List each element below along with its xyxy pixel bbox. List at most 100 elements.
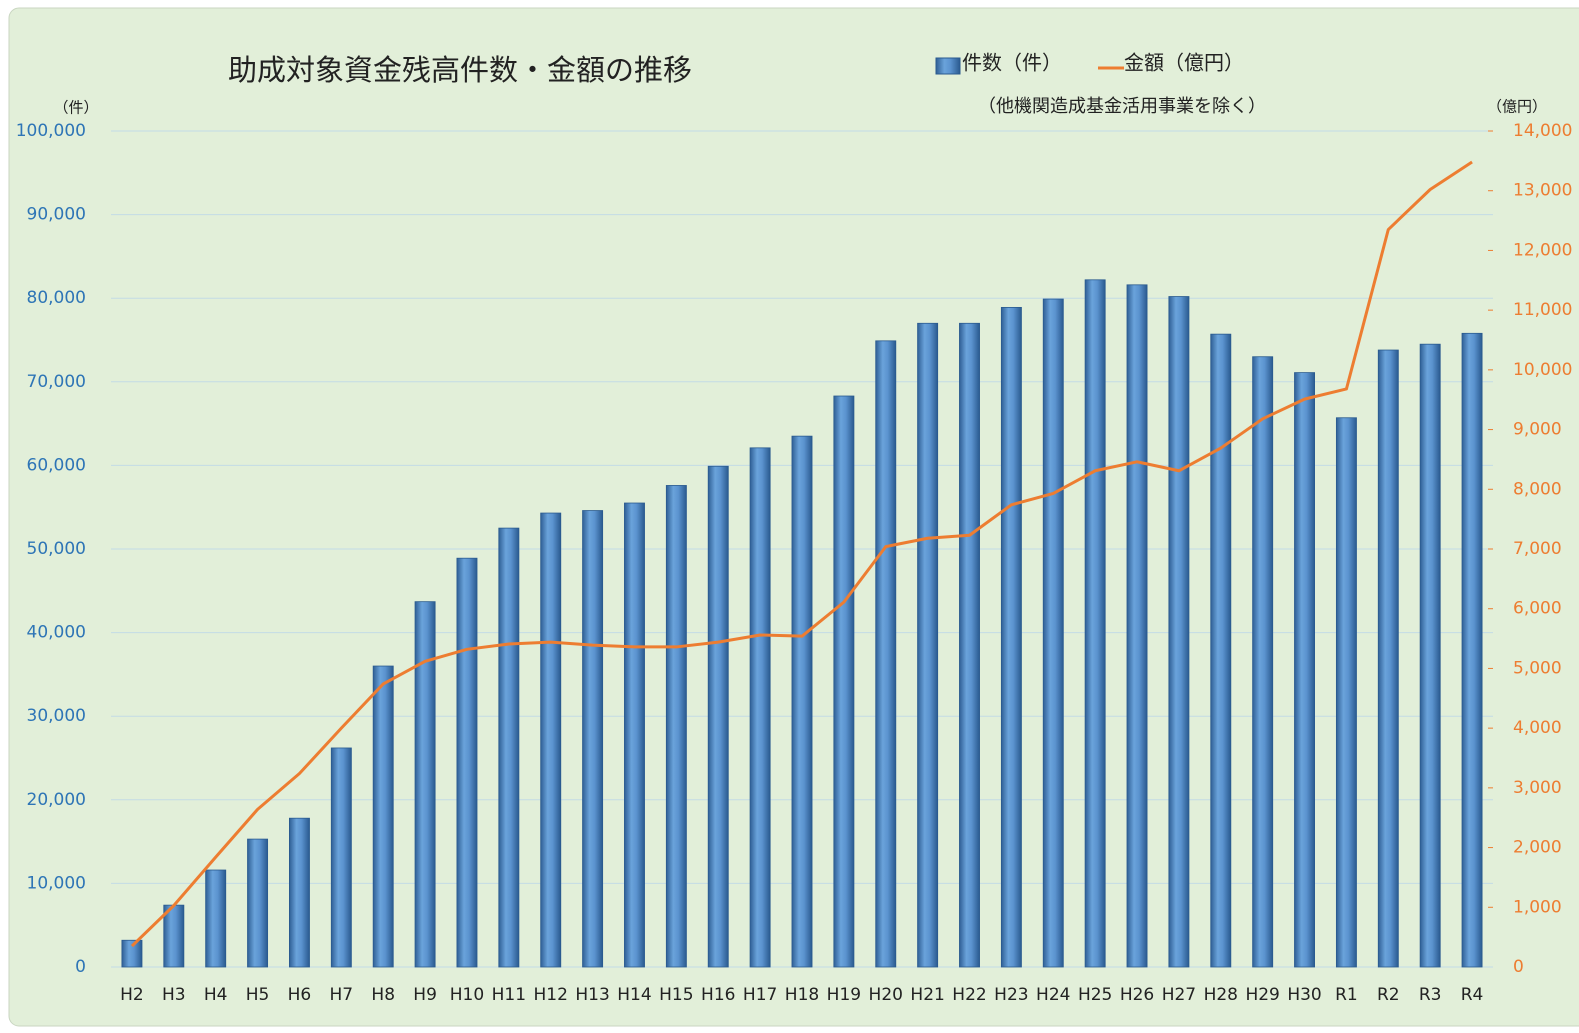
x-tick-label: H5 xyxy=(246,985,270,1005)
bar xyxy=(330,747,352,968)
y-tick-label: 30,000 xyxy=(27,706,86,726)
y2-tick-label: 9,000 xyxy=(1513,420,1562,440)
x-tick-label: H12 xyxy=(534,985,568,1005)
x-tick-label: H11 xyxy=(492,985,526,1005)
y2-tick-label: 2,000 xyxy=(1513,838,1562,858)
x-tick-label: H26 xyxy=(1120,985,1154,1005)
y-tick-label: 10,000 xyxy=(27,873,86,893)
bar xyxy=(1461,332,1483,968)
bar xyxy=(163,904,185,968)
y-tick-label: 50,000 xyxy=(27,539,86,559)
bar xyxy=(205,869,227,968)
y-tick-label: 20,000 xyxy=(27,790,86,810)
x-tick-label: H14 xyxy=(617,985,651,1005)
x-tick-label: H7 xyxy=(330,985,354,1005)
bar xyxy=(414,601,436,968)
y2-tick-label: 7,000 xyxy=(1513,539,1562,559)
y2-tick-label: 12,000 xyxy=(1513,240,1572,260)
bar xyxy=(372,665,394,968)
bar xyxy=(749,447,771,968)
x-tick-label: H17 xyxy=(743,985,777,1005)
y-tick-label: 0 xyxy=(75,957,86,977)
bar xyxy=(456,557,478,968)
bar xyxy=(1377,349,1399,968)
y-tick-label: 90,000 xyxy=(27,205,86,225)
chart-title: 助成対象資金残高件数・金額の推移 xyxy=(228,53,692,87)
x-tick-label: H20 xyxy=(869,985,903,1005)
y2-tick-label: 11,000 xyxy=(1513,300,1572,320)
x-tick-label: H22 xyxy=(952,985,986,1005)
legend-label: 金額（億円） xyxy=(1124,51,1244,75)
bar xyxy=(1419,343,1441,968)
bar xyxy=(665,485,687,968)
y2-tick-label: 1,000 xyxy=(1513,897,1562,917)
x-tick-label: H18 xyxy=(785,985,819,1005)
bar xyxy=(1294,372,1315,968)
x-tick-label: H16 xyxy=(701,985,735,1005)
x-tick-label: H4 xyxy=(204,985,228,1005)
chart-subtitle: （他機関造成基金活用事業を除く） xyxy=(978,96,1266,117)
legend-swatch xyxy=(935,57,961,75)
bar xyxy=(1335,417,1357,968)
x-tick-label: H21 xyxy=(910,985,944,1005)
bar xyxy=(1126,284,1148,968)
x-tick-label: H29 xyxy=(1245,985,1279,1005)
y2-axis-label: （億円） xyxy=(1487,98,1547,116)
bar xyxy=(791,435,813,968)
bar xyxy=(624,502,645,968)
y2-tick-label: 10,000 xyxy=(1513,360,1572,380)
y-tick-label: 40,000 xyxy=(27,623,86,643)
y-tick-label: 60,000 xyxy=(27,455,86,475)
x-tick-label: R2 xyxy=(1377,985,1400,1005)
y2-tick-label: 3,000 xyxy=(1513,778,1562,798)
y2-tick-label: 6,000 xyxy=(1513,599,1562,619)
bar xyxy=(498,527,520,968)
x-tick-label: H30 xyxy=(1287,985,1321,1005)
bar xyxy=(247,838,269,968)
bar xyxy=(959,322,980,968)
x-tick-label: R4 xyxy=(1461,985,1484,1005)
y2-tick-label: 0 xyxy=(1513,957,1524,977)
x-tick-label: H19 xyxy=(827,985,861,1005)
x-tick-label: H23 xyxy=(994,985,1028,1005)
x-tick-label: H15 xyxy=(659,985,693,1005)
y2-tick-label: 5,000 xyxy=(1513,658,1562,678)
x-tick-label: H25 xyxy=(1078,985,1112,1005)
x-tick-label: H8 xyxy=(371,985,395,1005)
bar xyxy=(1000,306,1022,968)
bar xyxy=(1168,296,1190,968)
line xyxy=(130,160,1473,948)
x-tick-label: H13 xyxy=(575,985,609,1005)
bar xyxy=(121,939,143,968)
bar xyxy=(707,465,729,968)
x-tick-label: H6 xyxy=(288,985,312,1005)
x-tick-label: R1 xyxy=(1335,985,1358,1005)
bar xyxy=(917,322,939,968)
bar xyxy=(1252,356,1274,968)
y-axis-label: （件） xyxy=(53,99,98,117)
bar xyxy=(540,512,562,968)
y2-tick-label: 4,000 xyxy=(1513,718,1562,738)
bar xyxy=(1210,333,1232,968)
bar xyxy=(289,817,310,968)
bar xyxy=(875,340,897,968)
x-tick-label: H27 xyxy=(1162,985,1196,1005)
y-tick-label: 70,000 xyxy=(27,372,86,392)
x-tick-label: H9 xyxy=(413,985,437,1005)
x-tick-label: H24 xyxy=(1036,985,1070,1005)
legend: 件数（件） 金額（億円） xyxy=(935,51,1244,75)
bar xyxy=(1042,298,1064,968)
bar xyxy=(1084,279,1106,968)
y2-tick-label: 14,000 xyxy=(1513,121,1572,141)
bar xyxy=(582,510,604,968)
y-tick-label: 80,000 xyxy=(27,288,86,308)
y2-tick-label: 8,000 xyxy=(1513,479,1562,499)
x-tick-label: H3 xyxy=(162,985,186,1005)
y2-tick-label: 13,000 xyxy=(1513,181,1572,201)
x-tick-label: H28 xyxy=(1204,985,1238,1005)
y-tick-label: 100,000 xyxy=(16,121,86,141)
x-tick-label: H10 xyxy=(450,985,484,1005)
x-tick-label: R3 xyxy=(1419,985,1442,1005)
